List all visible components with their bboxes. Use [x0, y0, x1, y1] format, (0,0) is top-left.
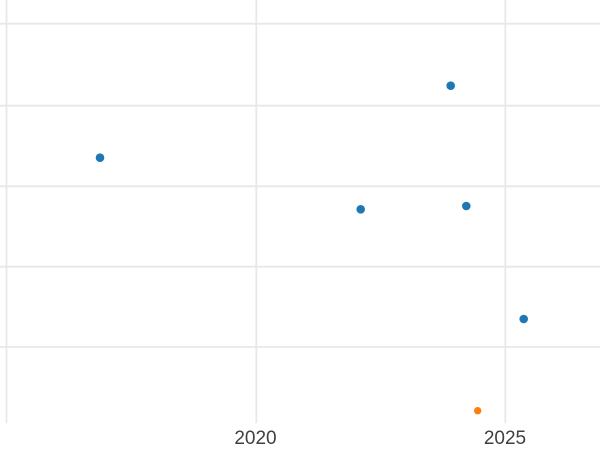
scatter-point-blue-series	[95, 153, 105, 162]
x-tick-label: 2020	[234, 428, 276, 449]
scatter-point-blue-series	[356, 205, 366, 214]
x-tick-label: 2025	[484, 428, 526, 449]
scatter-point-orange-series	[474, 407, 482, 415]
scatter-point-blue-series	[462, 201, 471, 211]
scatter-point-blue-series	[446, 81, 456, 90]
scatter-point-blue-series	[519, 314, 528, 324]
